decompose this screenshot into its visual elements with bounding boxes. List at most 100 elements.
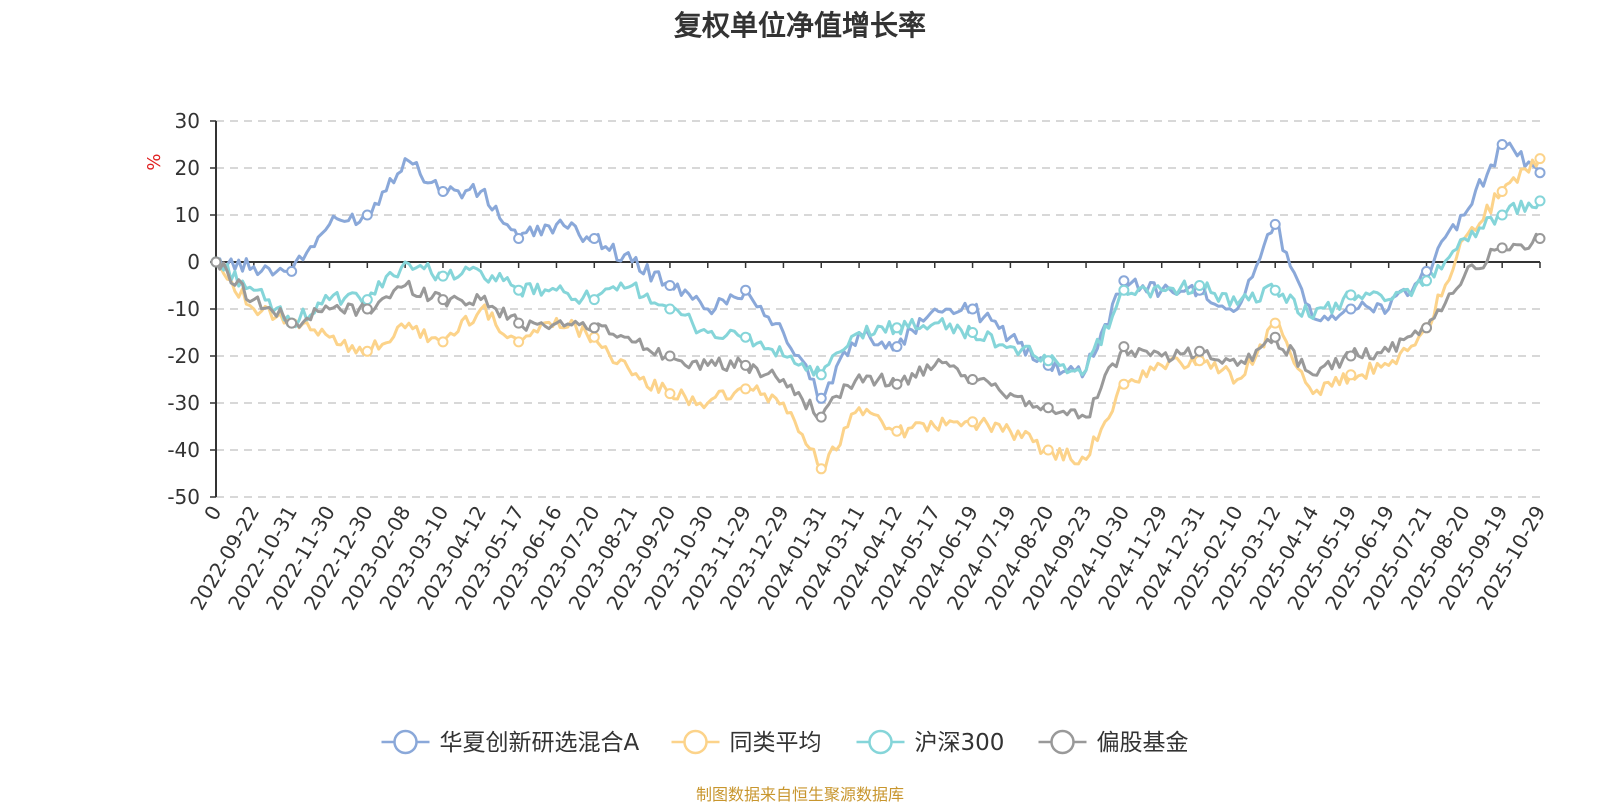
y-tick-label: 30 [175,109,200,133]
data-point [513,317,525,329]
data-point [664,350,676,362]
data-point [1118,341,1130,353]
data-point [1534,195,1546,207]
y-tick-label: 0 [187,250,200,274]
y-tick-label: 10 [175,203,200,227]
data-point [1496,242,1508,254]
data-point [815,392,827,404]
data-point [588,233,600,244]
source-note: 制图数据来自恒生聚源数据库 [695,785,904,804]
data-point [513,336,525,348]
legend-marker [868,729,893,755]
series-line [215,141,1542,400]
data-point [1194,345,1206,357]
x-tick-label: 0 [199,502,226,525]
data-point [1496,139,1508,150]
data-point [588,331,600,343]
data-point [1345,350,1357,362]
data-point [664,280,676,291]
chart-title: 复权单位净值增长率 [673,9,926,42]
data-point [1269,218,1281,230]
data-point [967,416,979,428]
data-point [967,327,979,338]
data-point [967,374,979,385]
data-point [891,322,903,334]
data-point [361,209,373,221]
legend-item[interactable]: 沪深300 [856,729,1005,756]
data-point [1042,402,1054,414]
y-axis-unit-label: % [144,153,165,170]
series-line [214,232,1542,420]
data-point [1194,280,1206,291]
data-point [1118,284,1130,296]
data-point [513,284,525,296]
y-tick-label: -50 [167,485,200,509]
y-tick-label: -30 [167,391,200,415]
data-point [1421,275,1433,287]
data-point [286,265,298,277]
legend-item[interactable]: 华夏创新研选混合A [381,729,640,756]
data-point [1345,303,1357,315]
data-point [1118,378,1130,390]
data-point [1421,322,1433,334]
legend-marker [683,729,708,755]
data-point [361,345,373,357]
data-point [210,256,222,268]
legend-label: 偏股基金 [1097,730,1189,756]
y-tick-label: -20 [167,344,200,368]
data-point [740,383,752,395]
data-point [361,303,373,315]
data-point [588,322,600,334]
y-tick-label: -40 [167,438,200,462]
data-point [437,294,449,306]
data-point [1042,355,1054,367]
series-line [214,157,1542,471]
data-point [815,463,827,475]
legend-label: 同类平均 [730,730,822,756]
data-point [891,341,903,353]
data-point [664,303,676,315]
data-point [1421,265,1433,277]
data-point [1194,355,1206,367]
data-point [1496,186,1508,197]
legend-marker [393,729,418,755]
data-point [513,233,525,244]
grid-layer [216,120,1540,498]
data-point [1269,317,1281,329]
legend-label: 沪深300 [915,730,1005,756]
data-point [437,186,449,197]
data-point [286,317,298,329]
data-point [891,378,903,390]
legend-item[interactable]: 同类平均 [671,729,822,756]
data-point [1496,209,1508,221]
data-point [437,336,449,348]
data-point [1269,331,1281,343]
data-point [740,359,752,371]
data-point [740,331,752,343]
data-point [1534,153,1546,165]
data-point [1345,369,1357,381]
data-point [664,388,676,400]
data-point [1042,444,1054,456]
data-point [1534,167,1546,179]
legend-marker [1050,729,1075,755]
data-point [1534,233,1546,244]
y-tick-label: -10 [167,297,200,321]
marker-layer [210,139,1546,475]
data-point [1118,275,1130,287]
data-point [588,294,600,306]
data-point [815,369,827,381]
series-line [214,199,1542,377]
data-point [1269,284,1281,296]
legend-item[interactable]: 偏股基金 [1038,729,1189,756]
data-point [891,425,903,437]
series-layer [214,141,1542,471]
legend: 华夏创新研选混合A 同类平均 沪深300 偏股基金 [381,729,1189,756]
legend-label: 华夏创新研选混合A [440,730,640,756]
data-point [815,411,827,423]
data-point [967,303,979,315]
data-point [740,284,752,296]
y-tick-label: 20 [175,156,200,180]
data-point [437,270,449,282]
